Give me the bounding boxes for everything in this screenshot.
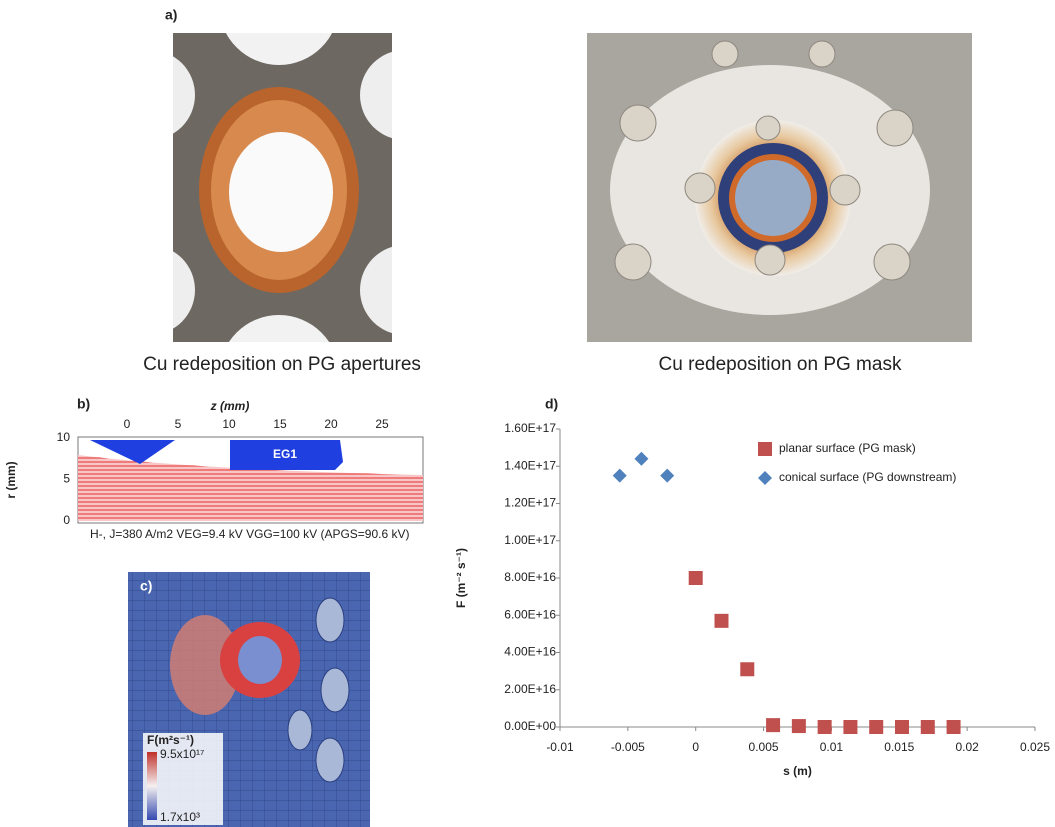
data-point [843,720,857,734]
x-axis-label: s (m) [783,764,812,778]
panel-label: a) [165,7,177,23]
y-tick-label: 6.00E+16 [504,607,556,621]
legend-marker [758,471,772,485]
x-tick-label: 5 [175,417,182,431]
panel-label: b) [77,396,90,412]
x-tick-label: 0 [124,417,131,431]
x-tick-label: 15 [273,417,287,431]
figure: a) Cu redeposition on PG apertures Cu re… [0,0,1055,827]
data-point [818,720,832,734]
legend-label: planar surface (PG mask) [779,441,916,455]
x-tick-label: 0.005 [749,740,779,754]
x-tick-label: 20 [324,417,338,431]
y-tick-label: 1.40E+17 [504,458,556,472]
data-point [895,720,909,734]
x-tick-label: 0.02 [955,740,979,754]
data-point [715,614,729,628]
y-axis-label: F (m⁻² s⁻¹) [454,548,468,608]
y-tick-label: 1.20E+17 [504,496,556,510]
y-axis-label: r (mm) [4,461,18,498]
panel-b: b) z (mm) r (mm) EG1 H-, J=380 A/m2 VEG=… [4,396,423,541]
caption: H-, J=380 A/m2 VEG=9.4 kV VGG=100 kV (AP… [90,527,410,541]
x-tick-label: 0.01 [820,740,844,754]
caption: Cu redeposition on PG mask [659,354,902,375]
colorbar-min: 1.7x10³ [160,810,200,824]
data-point [766,718,780,732]
y-tick-label: 0 [63,513,70,527]
y-tick-label: 2.00E+16 [504,682,556,696]
x-tick-label: -0.005 [611,740,645,754]
chart-d: 0.00E+00 2.00E+16 4.00E+16 6.00E+16 8.00E+16… [454,421,1050,778]
y-tick-label: 0.00E+00 [504,719,556,733]
x-tick-label: 0.025 [1020,740,1050,754]
y-tick-label: 5 [63,472,70,486]
colorbar-max: 9.5x10¹⁷ [160,747,204,761]
data-point [689,571,703,585]
data-point [947,720,961,734]
x-tick-label: -0.01 [546,740,574,754]
panel-label: c) [140,578,152,594]
y-tick-label: 1.00E+17 [504,533,556,547]
electrode-label: EG1 [273,447,297,461]
y-tick-label: 10 [57,430,71,444]
y-tick-label: 1.60E+17 [504,421,556,435]
data-point [613,469,627,483]
panel-label: d) [545,396,558,412]
legend-label: conical surface (PG downstream) [779,470,956,484]
x-tick-label: 25 [375,417,389,431]
x-tick-label: 0 [692,740,699,754]
y-tick-label: 8.00E+16 [504,570,556,584]
data-point [921,720,935,734]
y-tick-label: 4.00E+16 [504,645,556,659]
x-tick-label: 10 [222,417,236,431]
data-point [634,452,648,466]
data-point [792,719,806,733]
data-point [740,662,754,676]
x-tick-label: 0.015 [884,740,914,754]
caption: Cu redeposition on PG apertures [143,354,421,375]
data-point [660,469,674,483]
panel-c: c) F(m²s⁻¹) 9.5x10¹⁷ 1.7x10³ [128,572,370,827]
x-axis-label: z (mm) [210,399,250,413]
photo-mask [587,33,972,342]
legend-marker [758,442,772,456]
legend-title: F(m²s⁻¹) [147,733,194,747]
data-point [869,720,883,734]
